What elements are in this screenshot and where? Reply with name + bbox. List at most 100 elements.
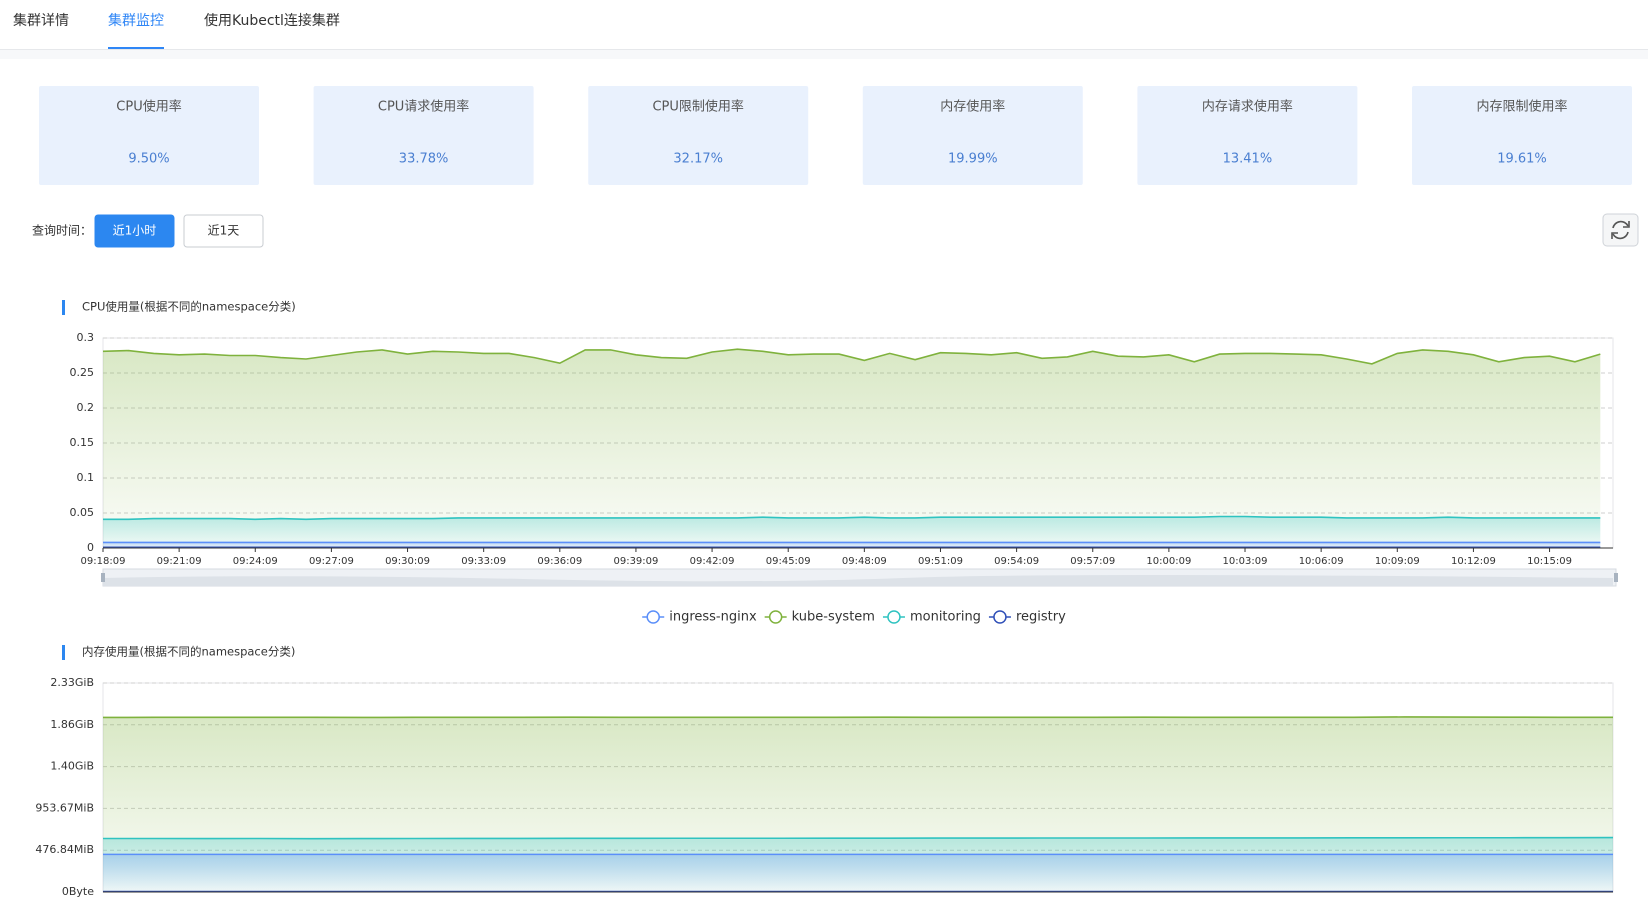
chart-title: 内存使用量(根据不同的namespace分类) [82,645,295,659]
y-tick-label: 1.86GiB [50,718,94,731]
header-shadow [0,50,1648,59]
legend-label[interactable]: registry [1016,610,1066,625]
time-button-label[interactable]: 近1小时 [113,224,157,238]
series-area [103,516,1601,548]
time-button-label[interactable]: 近1天 [208,224,240,238]
y-tick-label: 0.05 [70,506,95,519]
zoom-slider-shadow [103,575,1613,586]
y-tick-label: 0.25 [70,366,95,379]
stat-value: 13.41% [1223,152,1273,167]
tab[interactable]: 集群详情 [13,12,69,29]
x-tick-label: 10:03:09 [1223,556,1268,567]
stat-card-box [862,86,1083,185]
stat-card: CPU请求使用率 33.78% [313,86,534,185]
stat-card: 内存限制使用率 19.61% [1412,86,1632,185]
series-line [102,348,1601,365]
x-tick-label: 09:36:09 [537,556,582,567]
legend-item[interactable]: ingress-nginx [642,610,757,625]
y-tick-label: 2.33GiB [50,676,94,689]
stat-card-box [588,86,809,185]
x-tick-label: 09:57:09 [1070,556,1115,567]
y-tick-label: 0 [87,541,94,554]
header [0,0,1648,49]
x-tick-label: 10:15:09 [1527,556,1572,567]
refresh-button[interactable] [1602,213,1639,247]
x-tick-label: 09:27:09 [309,556,354,567]
active-tab-underline [108,47,164,49]
refresh-button-box[interactable] [1602,213,1639,247]
x-tick-label: 10:09:09 [1375,556,1420,567]
stat-card-box [1137,86,1358,185]
legend-item[interactable]: registry [988,610,1066,625]
stat-value: 32.17% [673,152,723,167]
header-border [0,49,1648,50]
y-tick-label: 0.2 [77,401,95,414]
time-button-box[interactable] [94,214,175,248]
zoom-slider[interactable] [101,568,1618,587]
stat-label: CPU请求使用率 [378,99,469,115]
title-bar [62,645,65,660]
stat-value: 19.61% [1497,152,1547,167]
title-bar [62,300,65,315]
stat-card: 内存请求使用率 13.41% [1137,86,1358,185]
y-tick-label: 0.3 [77,331,95,344]
stat-label: 内存请求使用率 [1202,99,1293,115]
y-tick-label: 1.40GiB [50,760,94,773]
series-line [103,836,1614,840]
x-tick-label: 09:30:09 [385,556,430,567]
zoom-handle[interactable] [101,573,105,582]
stat-card-box [1412,86,1632,185]
tab[interactable]: 使用Kubectl连接集群 [204,12,340,29]
query-label: 查询时间： [32,224,92,238]
x-tick-label: 09:42:09 [690,556,735,567]
y-tick-label: 0.15 [70,436,95,449]
refresh-icon-arrows [1611,221,1630,239]
y-tick-label: 953.67MiB [35,801,94,814]
x-tick-label: 09:18:09 [81,556,126,567]
time-button[interactable]: 近1天 [183,214,264,248]
stat-label: 内存限制使用率 [1476,99,1567,115]
x-tick-label: 10:12:09 [1451,556,1496,567]
stat-card: CPU使用率 9.50% [39,86,259,185]
refresh-icon [1612,220,1629,240]
series-area [103,854,1613,892]
stat-value: 19.99% [948,152,998,167]
zoom-handle[interactable] [1614,573,1618,582]
x-tick-label: 10:00:09 [1146,556,1191,567]
stat-label: 内存使用率 [940,99,1005,115]
time-button[interactable]: 近1小时 [94,214,175,248]
stat-value: 33.78% [399,152,449,167]
x-tick-label: 09:51:09 [918,556,963,567]
legend-icon-circle [993,610,1007,624]
legend-item[interactable]: kube-system [764,610,875,625]
stat-value: 9.50% [128,152,169,167]
x-tick-label: 09:48:09 [842,556,887,567]
legend-label[interactable]: ingress-nginx [669,610,757,625]
stat-label: CPU限制使用率 [652,99,743,115]
series-line [103,515,1601,521]
x-tick-label: 09:21:09 [157,556,202,567]
legend-icon-circle [768,610,783,624]
stat-label: CPU使用率 [116,99,181,115]
legend-item[interactable]: monitoring [882,610,981,625]
x-tick-label: 09:33:09 [461,556,506,567]
legend: ingress-nginx kube-system monitoring regist… [642,610,1066,625]
legend-label[interactable]: monitoring [910,610,981,625]
series-line [102,716,1614,719]
legend-icon-circle [646,610,660,624]
legend-label[interactable]: kube-system [792,610,875,625]
x-tick-label: 09:54:09 [994,556,1039,567]
stat-card: 内存使用率 19.99% [862,86,1083,185]
y-tick-label: 0Byte [62,885,94,897]
legend-icon-circle [887,610,901,624]
x-tick-label: 10:06:09 [1299,556,1344,567]
x-tick-label: 09:39:09 [613,556,658,567]
stat-card-box [39,86,259,185]
stat-card: CPU限制使用率 32.17% [588,86,809,185]
chart-title: CPU使用量(根据不同的namespace分类) [82,300,296,314]
stat-card-box [313,86,534,185]
time-button-box[interactable] [183,214,264,248]
tab[interactable]: 集群监控 [108,12,164,29]
x-tick-label: 09:24:09 [233,556,278,567]
